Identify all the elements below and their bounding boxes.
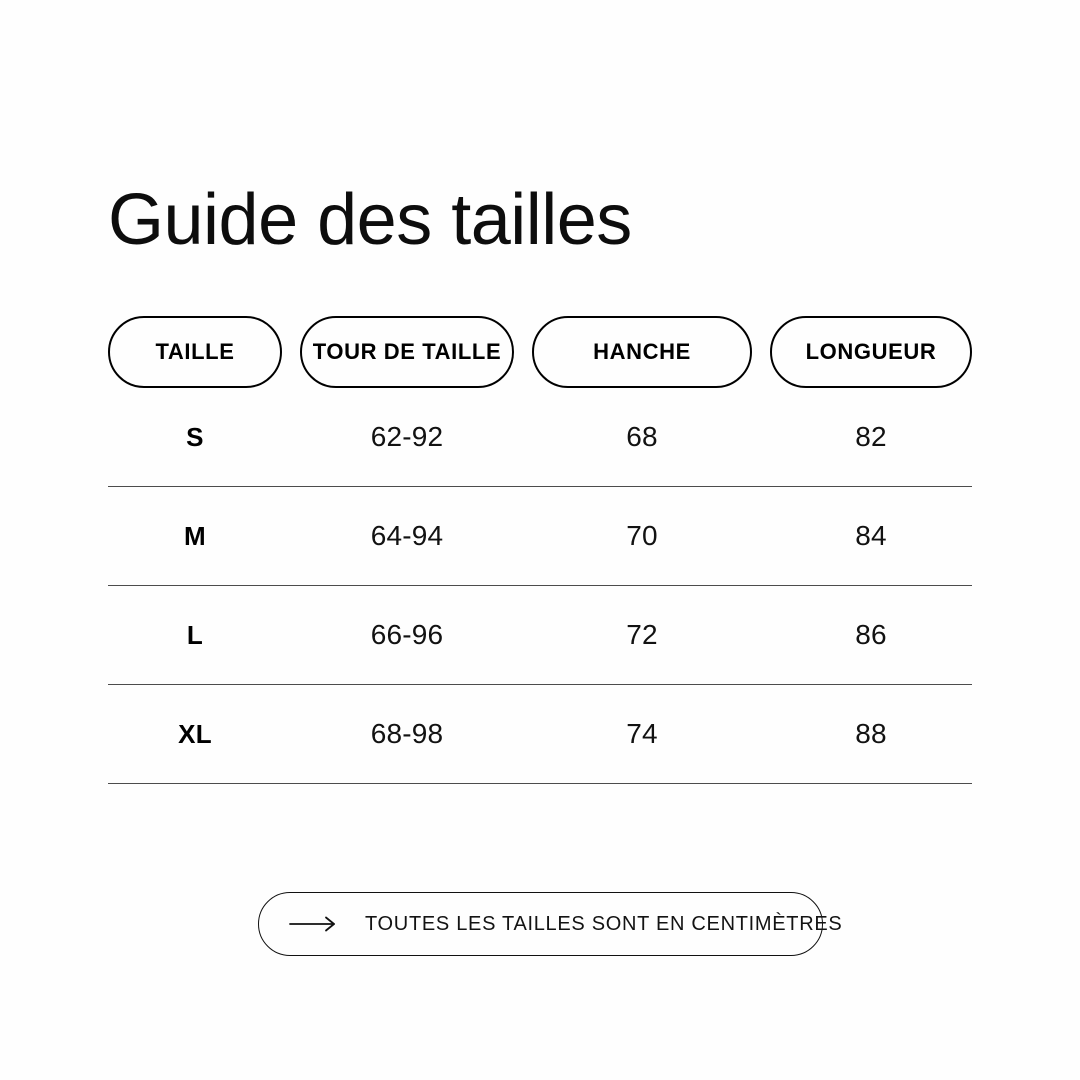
value-label: 82	[855, 421, 887, 452]
column-header-label: LONGUEUR	[805, 339, 937, 364]
units-note-pill: TOUTES LES TAILLES SONT EN CENTIMÈTRES	[258, 892, 842, 956]
size-label: M	[184, 520, 206, 551]
size-label: XL	[178, 718, 212, 749]
table-row: L 66-96 72 86	[108, 586, 972, 685]
size-label: S	[186, 421, 204, 452]
size-label: L	[186, 619, 204, 650]
cell-size: XL	[108, 685, 282, 783]
cell-tour-de-taille: 64-94	[300, 487, 514, 585]
cell-longueur: 82	[770, 388, 972, 486]
arrow-right-icon	[289, 916, 335, 932]
value-label: 64-94	[370, 520, 444, 551]
value-label: 66-96	[370, 619, 444, 650]
cell-longueur: 86	[770, 586, 972, 684]
value-label: 62-92	[370, 421, 444, 452]
cell-hanche: 72	[532, 586, 752, 684]
column-header-tour-de-taille: TOUR DE TAILLE	[300, 316, 514, 388]
cell-hanche: 74	[532, 685, 752, 783]
table-body: S 62-92 68 82 M 64-94	[108, 388, 972, 784]
value-label: 72	[626, 619, 658, 650]
column-header-taille: TAILLE	[108, 316, 282, 388]
cell-longueur: 84	[770, 487, 972, 585]
column-header-label: TAILLE	[155, 339, 235, 364]
cell-longueur: 88	[770, 685, 972, 783]
cell-hanche: 68	[532, 388, 752, 486]
cell-hanche: 70	[532, 487, 752, 585]
value-label: 70	[626, 520, 658, 551]
table-row: M 64-94 70 84	[108, 487, 972, 586]
value-label: 68	[626, 421, 658, 452]
cell-size: L	[108, 586, 282, 684]
table-row: S 62-92 68 82	[108, 388, 972, 487]
value-label: 84	[855, 520, 887, 551]
table-row: XL 68-98 74 88	[108, 685, 972, 784]
cell-tour-de-taille: 68-98	[300, 685, 514, 783]
units-note-label: TOUTES LES TAILLES SONT EN CENTIMÈTRES	[365, 912, 843, 935]
value-label: 86	[855, 619, 887, 650]
cell-tour-de-taille: 62-92	[300, 388, 514, 486]
table-header-row: TAILLE TOUR DE TAILLE HANCHE LONGUEUR	[108, 316, 972, 388]
cell-tour-de-taille: 66-96	[300, 586, 514, 684]
column-header-longueur: LONGUEUR	[770, 316, 972, 388]
cell-size: S	[108, 388, 282, 486]
value-label: 68-98	[370, 718, 444, 749]
cell-size: M	[108, 487, 282, 585]
page-title: Guide des tailles	[108, 180, 632, 261]
size-chart-table: TAILLE TOUR DE TAILLE HANCHE LONGUEUR S …	[108, 316, 972, 784]
value-label: 88	[855, 718, 887, 749]
value-label: 74	[626, 718, 658, 749]
column-header-label: HANCHE	[593, 339, 691, 364]
column-header-label: TOUR DE TAILLE	[312, 339, 502, 364]
column-header-hanche: HANCHE	[532, 316, 752, 388]
